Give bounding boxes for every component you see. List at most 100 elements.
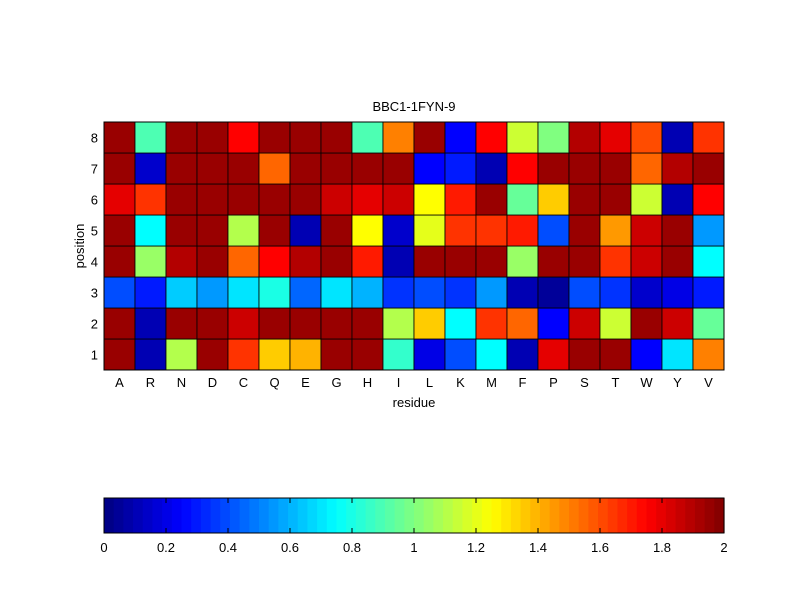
y-tick-label: 6 (91, 193, 98, 208)
heatmap-cell (320, 245, 353, 278)
colorbar-segment (607, 498, 619, 533)
heatmap-cell (227, 245, 260, 278)
heatmap-cell (661, 307, 694, 340)
heatmap-cell (351, 338, 384, 371)
heatmap-cell (134, 276, 167, 309)
y-tick-label: 4 (91, 255, 98, 270)
x-tick-label: F (519, 375, 527, 390)
heatmap-cell (444, 307, 477, 340)
heatmap-cell (227, 307, 260, 340)
colorbar-tick-label: 0 (100, 540, 107, 555)
colorbar-segment (694, 498, 706, 533)
heatmap-cell (661, 152, 694, 185)
colorbar-tick-label: 1.4 (529, 540, 547, 555)
heatmap-cell (599, 338, 632, 371)
heatmap-cell (134, 307, 167, 340)
heatmap-cell (165, 121, 198, 154)
colorbar-segment (384, 498, 396, 533)
colorbar-tick-label: 0.6 (281, 540, 299, 555)
heatmap-cell (692, 276, 725, 309)
heatmap-cell (103, 245, 136, 278)
colorbar-segment (636, 498, 648, 533)
heatmap-cell (165, 307, 198, 340)
heatmap-cell (506, 276, 539, 309)
y-tick-labels: 1 2 3 4 5 6 7 8 (91, 131, 98, 363)
colorbar-segment (181, 498, 192, 533)
heatmap-cell (227, 338, 260, 371)
colorbar-segment (510, 498, 522, 533)
colorbar-segment (665, 498, 677, 533)
heatmap-cell (196, 183, 229, 216)
heatmap-cell (134, 245, 167, 278)
heatmap-cell (630, 183, 663, 216)
heatmap-cell (134, 152, 167, 185)
heatmap-cell (599, 307, 632, 340)
y-tick-label: 8 (91, 131, 98, 146)
colorbar-tick-label: 1.8 (653, 540, 671, 555)
heatmap-cell (103, 307, 136, 340)
heatmap-cell (258, 245, 291, 278)
x-tick-label: D (208, 375, 217, 390)
heatmap-cell (630, 276, 663, 309)
heatmap-cell (475, 121, 508, 154)
colorbar-segment (104, 498, 115, 533)
heatmap-cell (196, 307, 229, 340)
heatmap-cell (661, 121, 694, 154)
colorbar-segment (627, 498, 638, 533)
heatmap-cell (258, 276, 291, 309)
colorbar-segment (433, 498, 444, 533)
colorbar-segment (656, 498, 667, 533)
colorbar-segment (171, 498, 183, 533)
colorbar-tick-label: 2 (720, 540, 727, 555)
heatmap-cell (351, 245, 384, 278)
heatmap-cell (537, 121, 570, 154)
colorbar-segment (452, 498, 464, 533)
heatmap-cell (444, 338, 477, 371)
colorbar-segment (317, 498, 328, 533)
colorbar-segment (578, 498, 589, 533)
colorbar-segment (530, 498, 541, 533)
heatmap-cell (506, 214, 539, 247)
x-tick-label: L (426, 375, 433, 390)
heatmap-cell (568, 276, 601, 309)
colorbar-segment (326, 498, 338, 533)
heatmap-cell (382, 307, 415, 340)
x-tick-label: Y (673, 375, 682, 390)
heatmap-cell (196, 276, 229, 309)
heatmap-cell (599, 214, 632, 247)
heatmap-cell (103, 276, 136, 309)
heatmap-cell (599, 245, 632, 278)
heatmap-cell (382, 214, 415, 247)
heatmap-cell (320, 276, 353, 309)
colorbar-segment (549, 498, 560, 533)
y-tick-label: 1 (91, 348, 98, 363)
heatmap-cell (258, 121, 291, 154)
colorbar-segment (520, 498, 531, 533)
heatmap-cell (196, 214, 229, 247)
colorbar-segment (404, 498, 415, 533)
colorbar-segment (423, 498, 434, 533)
x-tick-label: H (363, 375, 372, 390)
colorbar-segment (714, 498, 725, 533)
colorbar-segment (307, 498, 318, 533)
colorbar-segment (539, 498, 551, 533)
heatmap-cell (537, 276, 570, 309)
colorbar-segment (685, 498, 696, 533)
colorbar-segment (210, 498, 221, 533)
heatmap-cell (382, 121, 415, 154)
heatmap-cell (537, 214, 570, 247)
colorbar-segment (443, 498, 454, 533)
colorbar-segment (249, 498, 260, 533)
colorbar-segment (113, 498, 124, 533)
x-tick-label: Q (269, 375, 279, 390)
heatmap-cells (103, 121, 725, 371)
heatmap-cell (351, 276, 384, 309)
heatmap-cell (475, 276, 508, 309)
heatmap-cell (320, 307, 353, 340)
heatmap-cell (444, 152, 477, 185)
colorbar-segment (472, 498, 483, 533)
colorbar-segment (142, 498, 154, 533)
heatmap-cell (568, 214, 601, 247)
heatmap-cell (661, 276, 694, 309)
heatmap-cell (165, 152, 198, 185)
